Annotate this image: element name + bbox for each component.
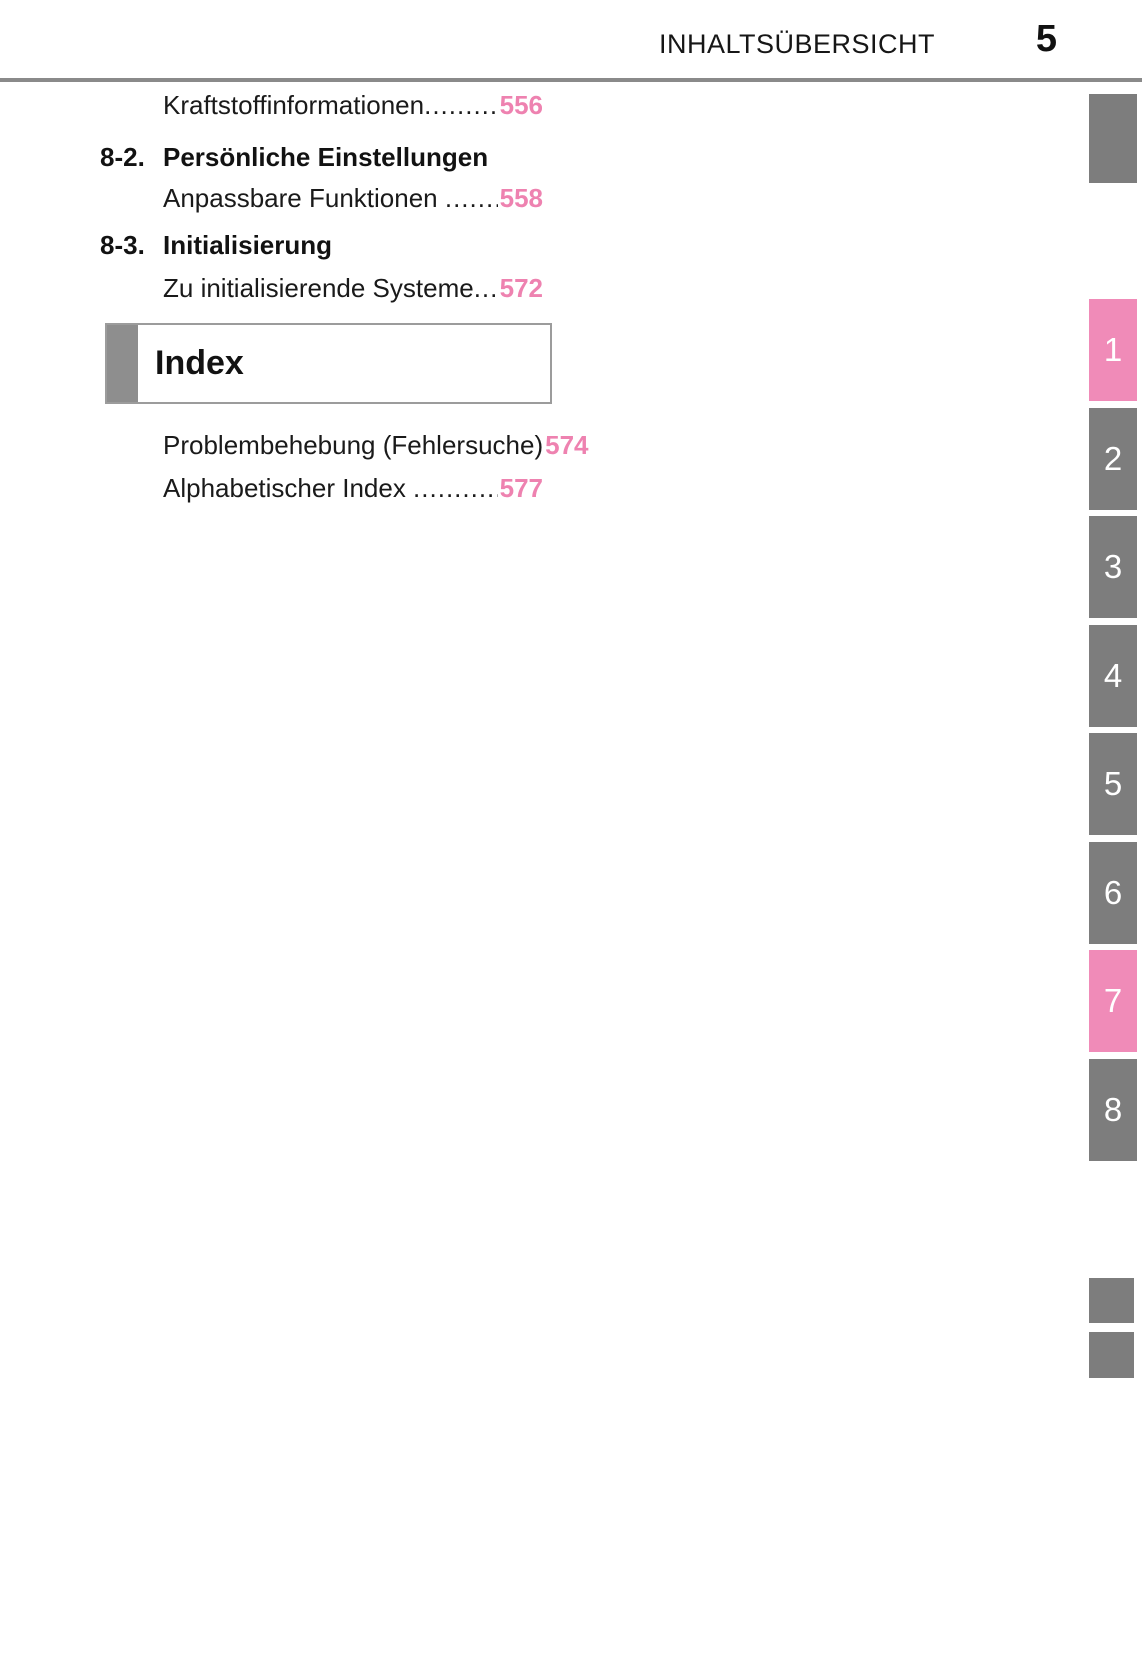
toc-entry: Problembehebung (Fehlersuche) 574	[100, 430, 589, 460]
toc-entry: Zu initialisierende Systeme ............…	[100, 273, 543, 303]
chapter-tab-7: 7	[1089, 950, 1137, 1052]
toc-section-title: Persönliche Einstellungen	[163, 142, 489, 172]
chapter-tab-2: 2	[1089, 408, 1137, 510]
chapter-tab-4: 4	[1089, 625, 1137, 727]
chapter-tab-3: 3	[1089, 516, 1137, 618]
toc-entry-title: Anpassbare Funktionen	[163, 183, 445, 213]
toc-section-title: Initialisierung	[163, 230, 333, 260]
toc-entry-page: 577	[499, 473, 543, 503]
toc-list-index: Problembehebung (Fehlersuche) 574 Alphab…	[100, 430, 589, 503]
header-divider	[0, 78, 1142, 82]
tab-rail-spacer-bottom-2	[1089, 1332, 1134, 1378]
chapter-tab-6: 6	[1089, 842, 1137, 944]
toc-section-heading: 8-2. Persönliche Einstellungen	[100, 142, 543, 172]
toc-entry-leader: ........................................…	[473, 273, 498, 303]
toc-section-heading: 8-3. Initialisierung	[100, 230, 543, 260]
toc-entry-page: 572	[499, 273, 543, 303]
page-number: 5	[1035, 18, 1057, 60]
chapter-tab-1: 1	[1089, 299, 1137, 401]
index-section-box: Index	[105, 323, 552, 404]
tab-rail-spacer-bottom-1	[1089, 1278, 1134, 1323]
toc-entry: Anpassbare Funktionen ..................…	[100, 183, 543, 213]
chapter-tab-rail: 1 2 3 4 5 6 7 8	[1089, 0, 1137, 1654]
toc-entry-leader: ........................................…	[444, 183, 498, 213]
toc-entry-page: 574	[545, 430, 589, 460]
toc-entry-title: Alphabetischer Index	[163, 473, 414, 503]
toc-entry: Kraftstoffinformationen ................…	[100, 90, 543, 120]
tab-rail-spacer-top	[1089, 94, 1137, 183]
index-box-side-bar	[107, 325, 138, 402]
toc-entry-title: Kraftstoffinformationen	[163, 90, 425, 120]
toc-list-main: Kraftstoffinformationen ................…	[100, 90, 543, 303]
toc-section-number: 8-3.	[100, 230, 145, 260]
toc-entry: Alphabetischer Index ...................…	[100, 473, 543, 503]
toc-entry-leader: ........................................…	[413, 473, 498, 503]
toc-entry-leader: ........................................…	[424, 90, 498, 120]
page-header-title: INHALTSÜBERSICHT	[658, 29, 935, 59]
toc-entry-page: 558	[499, 183, 543, 213]
chapter-tab-8: 8	[1089, 1059, 1137, 1161]
toc-section-number: 8-2.	[100, 142, 145, 172]
toc-entry-title: Zu initialisierende Systeme	[163, 273, 474, 303]
toc-entry-page: 556	[499, 90, 543, 120]
chapter-tab-5: 5	[1089, 733, 1137, 835]
toc-entry-title: Problembehebung (Fehlersuche)	[163, 430, 544, 460]
index-section-title: Index	[155, 344, 244, 382]
